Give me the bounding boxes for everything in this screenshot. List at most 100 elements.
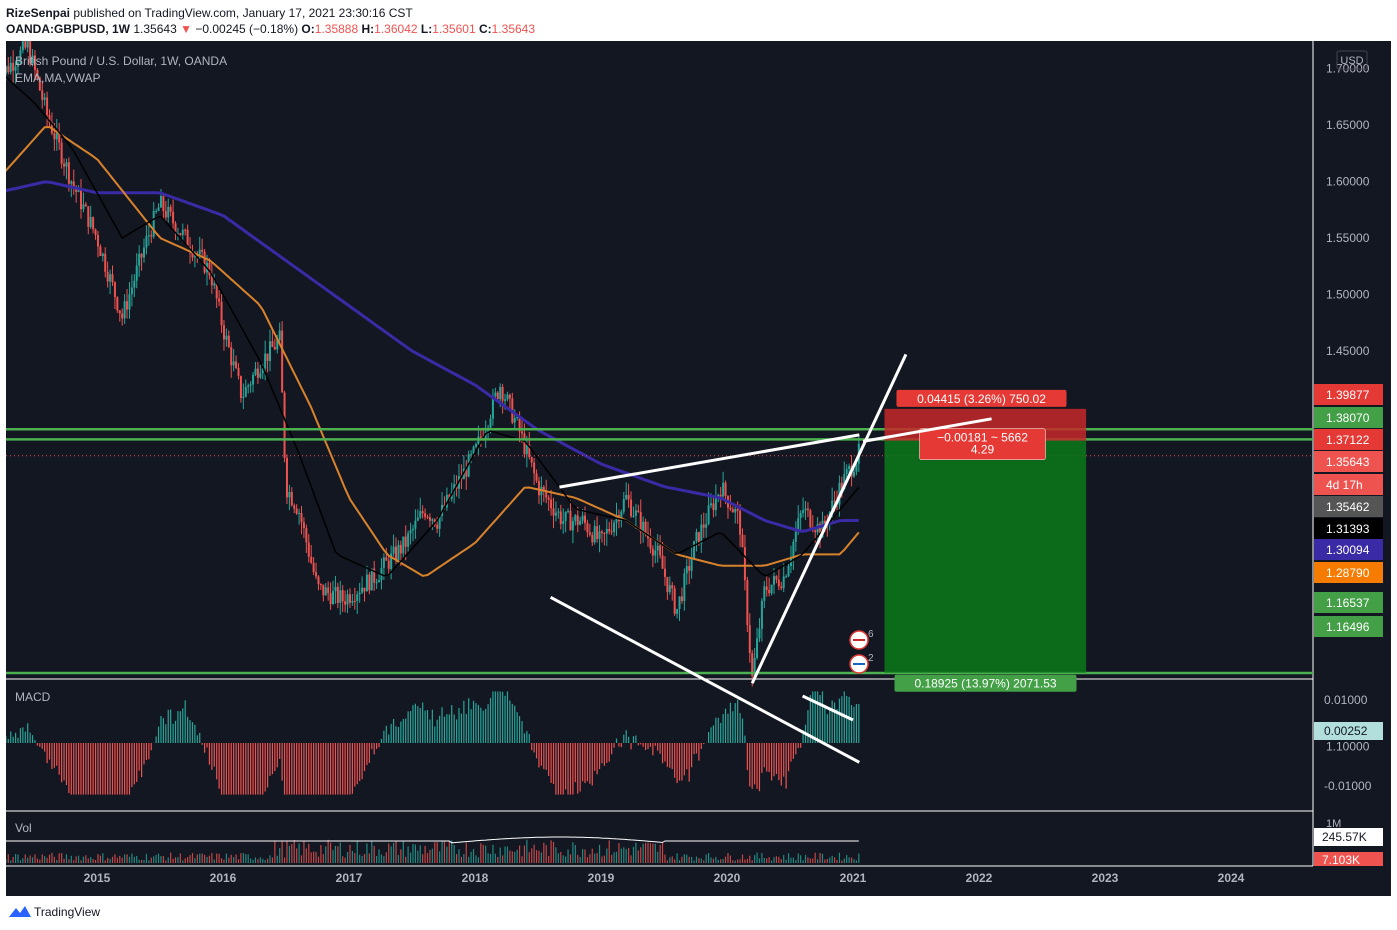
candle-body bbox=[327, 587, 330, 594]
vol-title: Vol bbox=[15, 821, 32, 835]
candle-body bbox=[113, 282, 116, 298]
candle-body bbox=[53, 133, 56, 140]
currency-box[interactable] bbox=[1336, 50, 1368, 70]
candle-body bbox=[172, 211, 175, 224]
chart-svg[interactable]: 0.04415 (3.26%) 750.02 0.18925 (13.97%) 2… bbox=[0, 5, 1391, 896]
candle-body bbox=[516, 416, 519, 419]
candle-body bbox=[348, 594, 351, 603]
candle-body bbox=[673, 588, 676, 614]
candle-body bbox=[695, 532, 698, 542]
price-axis-label: 1.35643 bbox=[1326, 455, 1370, 469]
close-value: 1.35643 bbox=[491, 22, 536, 36]
price-axis-label-box bbox=[1314, 474, 1383, 495]
candle-body bbox=[220, 301, 223, 326]
candle-body bbox=[14, 66, 17, 71]
candle-body bbox=[453, 484, 456, 492]
tradingview-logo-icon[interactable] bbox=[8, 904, 32, 918]
candle-body bbox=[167, 206, 170, 218]
candle-body bbox=[428, 517, 431, 521]
candle-body bbox=[358, 592, 361, 595]
candle-body bbox=[227, 335, 230, 348]
candle-body bbox=[654, 550, 657, 556]
trendline bbox=[559, 433, 860, 489]
candle-body bbox=[65, 162, 68, 167]
chart-area[interactable]: 0.04415 (3.26%) 750.02 0.18925 (13.97%) 2… bbox=[0, 5, 1391, 896]
candle-body bbox=[55, 131, 58, 140]
candle-body bbox=[763, 586, 766, 601]
candle-body bbox=[659, 545, 662, 556]
candle-body bbox=[363, 587, 366, 592]
candle-body bbox=[392, 546, 395, 554]
time-tick-label: 2017 bbox=[336, 871, 363, 885]
time-tick-label: 2018 bbox=[462, 871, 489, 885]
last-price: 1.35643 bbox=[133, 22, 177, 36]
candle-body bbox=[753, 658, 756, 677]
candle-body bbox=[317, 576, 320, 585]
candle-body bbox=[256, 368, 259, 378]
author-name[interactable]: RizeSenpai bbox=[6, 6, 71, 20]
candle-body bbox=[603, 532, 606, 534]
candle-body bbox=[474, 443, 477, 447]
candle-body bbox=[128, 294, 131, 310]
candle-body bbox=[525, 444, 528, 455]
macd-last-box bbox=[1314, 722, 1383, 740]
candle-body bbox=[530, 456, 533, 463]
candle-body bbox=[285, 457, 288, 498]
macd-tick-label: -0.01000 bbox=[1324, 779, 1372, 793]
candle-body bbox=[719, 494, 722, 497]
candle-body bbox=[24, 41, 27, 48]
tradingview-brand[interactable]: TradingView bbox=[34, 905, 101, 919]
candle-body bbox=[259, 373, 262, 378]
candle-body bbox=[26, 40, 29, 48]
candle-body bbox=[567, 510, 570, 512]
candle-body bbox=[809, 510, 812, 528]
candle-body bbox=[627, 494, 630, 500]
price-axis-label-box bbox=[1314, 592, 1383, 613]
candle-body bbox=[38, 77, 41, 91]
candle-body bbox=[80, 188, 83, 210]
candle-body bbox=[48, 115, 51, 123]
high-label: H: bbox=[361, 22, 375, 36]
candle-body bbox=[266, 353, 269, 361]
published-text: published on TradingView.com, January 17… bbox=[73, 6, 413, 20]
price-axis-label: 1.35462 bbox=[1326, 500, 1370, 514]
macd-last-label: 0.00252 bbox=[1324, 724, 1368, 738]
candle-body bbox=[414, 520, 417, 529]
candle-body bbox=[605, 529, 608, 534]
close-label: C: bbox=[478, 22, 492, 36]
candle-body bbox=[334, 586, 337, 592]
candle-body bbox=[501, 386, 504, 401]
candle-body bbox=[143, 247, 146, 258]
candle-body bbox=[584, 515, 587, 524]
candle-body bbox=[513, 418, 516, 423]
candle-body bbox=[506, 394, 509, 400]
candle-body bbox=[89, 217, 92, 227]
candle-body bbox=[736, 509, 739, 511]
volume-average-line bbox=[0, 836, 859, 844]
candle-body bbox=[193, 254, 196, 258]
candle-body bbox=[630, 499, 633, 517]
candle-body bbox=[145, 235, 148, 248]
candle-body bbox=[201, 249, 204, 252]
macd-divergence-line bbox=[801, 694, 854, 722]
price-axis-label: 1.39877 bbox=[1326, 388, 1370, 402]
candle-body bbox=[676, 608, 679, 614]
candle-body bbox=[598, 531, 601, 539]
candle-body bbox=[634, 510, 637, 516]
candle-body bbox=[271, 341, 274, 347]
candle-body bbox=[407, 533, 410, 547]
candle-body bbox=[799, 513, 802, 519]
candle-body bbox=[823, 520, 826, 525]
candle-body bbox=[661, 555, 664, 569]
price-change: −0.00245 (−0.18%) bbox=[195, 22, 299, 36]
currency-label[interactable]: USD bbox=[1340, 55, 1363, 67]
candle-body bbox=[700, 524, 703, 544]
candle-body bbox=[361, 587, 364, 593]
price-axis-label: 1.31393 bbox=[1326, 522, 1370, 536]
price-tick-label: 1.65000 bbox=[1326, 118, 1370, 132]
candle-body bbox=[106, 271, 109, 282]
candle-body bbox=[845, 469, 848, 475]
candle-body bbox=[29, 40, 32, 64]
candle-body bbox=[419, 511, 422, 518]
candle-body bbox=[203, 251, 206, 273]
